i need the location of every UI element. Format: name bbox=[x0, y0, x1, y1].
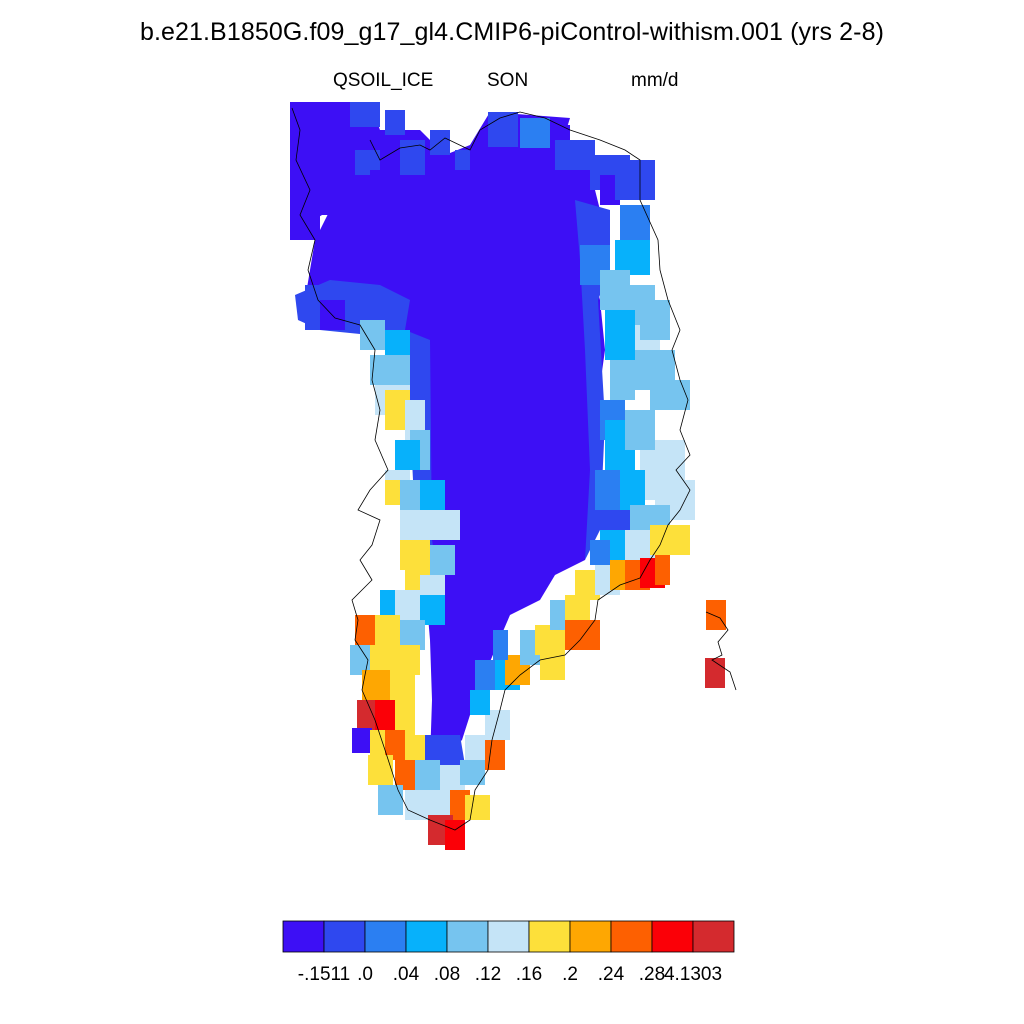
grid-cell bbox=[706, 600, 726, 630]
grid-cell bbox=[580, 620, 600, 650]
grid-cell bbox=[300, 130, 340, 170]
grid-cell bbox=[350, 645, 370, 675]
colorbar-box bbox=[692, 920, 735, 953]
colorbar-box bbox=[528, 920, 571, 953]
units-label: mm/d bbox=[631, 70, 679, 91]
colorbar-label: .04 bbox=[393, 964, 420, 985]
grid-cell bbox=[485, 740, 505, 770]
grid-cell bbox=[375, 615, 400, 645]
grid-cell bbox=[395, 705, 415, 735]
grid-cell bbox=[455, 150, 470, 170]
grid-cell bbox=[290, 102, 350, 132]
grid-cell bbox=[445, 820, 465, 850]
colorbar-label: .2 bbox=[562, 964, 578, 985]
colorbar-label: -.1511 bbox=[298, 964, 350, 985]
colorbar-box bbox=[651, 920, 694, 953]
grid-cell bbox=[390, 670, 415, 705]
grid-cell bbox=[395, 440, 420, 470]
colorbar-box bbox=[610, 920, 653, 953]
grid-cell bbox=[640, 300, 670, 340]
grid-cell bbox=[378, 785, 403, 815]
colorbar-box bbox=[569, 920, 612, 953]
grid-cell bbox=[625, 410, 655, 450]
grid-cell bbox=[488, 112, 518, 147]
grid-cell bbox=[465, 735, 485, 765]
colorbar-label: .12 bbox=[475, 964, 501, 985]
colorbar-box bbox=[446, 920, 489, 953]
colorbar-box bbox=[487, 920, 530, 953]
colorbar-label: .0 bbox=[357, 964, 373, 985]
grid-cell bbox=[375, 700, 395, 730]
colorbar-labels: -.1511 .0 .04 .08 .12 .16 .2 .24 .284.1303 bbox=[298, 964, 722, 985]
grid-cell bbox=[605, 310, 635, 360]
grid-cell bbox=[350, 102, 380, 127]
grid-cell bbox=[493, 630, 508, 660]
grid-cell bbox=[405, 735, 425, 765]
colorbar-box bbox=[405, 920, 448, 953]
grid-cell bbox=[355, 615, 375, 645]
grid-cell bbox=[340, 195, 370, 220]
coastline-islands bbox=[705, 611, 737, 691]
ice-sheet-south-edge bbox=[420, 735, 465, 765]
colorbar-box bbox=[282, 920, 325, 953]
grid-cell bbox=[470, 690, 490, 715]
grid-cell bbox=[385, 730, 405, 760]
grid-cell bbox=[650, 380, 690, 410]
plot-title: b.e21.B1850G.f09_g17_gl4.CMIP6-piControl… bbox=[139, 18, 885, 46]
grid-cell bbox=[362, 670, 392, 705]
grid-cell bbox=[610, 360, 635, 400]
grid-cell bbox=[352, 728, 372, 753]
season-label: SON bbox=[487, 70, 529, 91]
coastline bbox=[291, 107, 737, 831]
grid-cell bbox=[520, 118, 550, 148]
grid-cell bbox=[370, 170, 390, 190]
colorbar-label: 4.1303 bbox=[664, 964, 722, 985]
grid-cell bbox=[360, 320, 385, 350]
grid-cell bbox=[430, 790, 450, 820]
colorbar-label: .24 bbox=[598, 964, 625, 985]
grid-cell bbox=[655, 555, 670, 585]
grid-cell bbox=[540, 650, 565, 680]
grid-cell bbox=[555, 140, 595, 170]
variable-label: QSOIL_ICE bbox=[333, 70, 434, 91]
colorbar-box bbox=[364, 920, 407, 953]
grid-cell bbox=[475, 660, 495, 690]
colorbar-boxes bbox=[282, 920, 735, 953]
grid-cell bbox=[620, 470, 645, 510]
grid-cell bbox=[405, 790, 430, 820]
grid-cell bbox=[615, 240, 650, 275]
grid-cell bbox=[590, 540, 610, 565]
greenland-map bbox=[290, 102, 737, 850]
grid-cell bbox=[420, 480, 445, 510]
grid-cell bbox=[370, 355, 410, 385]
colorbar-label: .08 bbox=[434, 964, 460, 985]
colorbar-box bbox=[323, 920, 366, 953]
coastline-west bbox=[291, 107, 691, 831]
grid-cell bbox=[368, 755, 393, 785]
grid-cell bbox=[425, 510, 460, 540]
grid-cell bbox=[385, 110, 405, 135]
grid-cell bbox=[465, 795, 490, 820]
grid-cell bbox=[385, 480, 400, 505]
colorbar-label: .16 bbox=[516, 964, 542, 985]
colorbar-label: .28 bbox=[639, 964, 665, 985]
grid-cell bbox=[615, 160, 655, 200]
grid-cell bbox=[430, 545, 455, 575]
grid-cell bbox=[290, 170, 320, 240]
ice-sheet-interior bbox=[290, 102, 605, 760]
grid-cell bbox=[395, 760, 415, 790]
grid-cell bbox=[415, 760, 440, 790]
